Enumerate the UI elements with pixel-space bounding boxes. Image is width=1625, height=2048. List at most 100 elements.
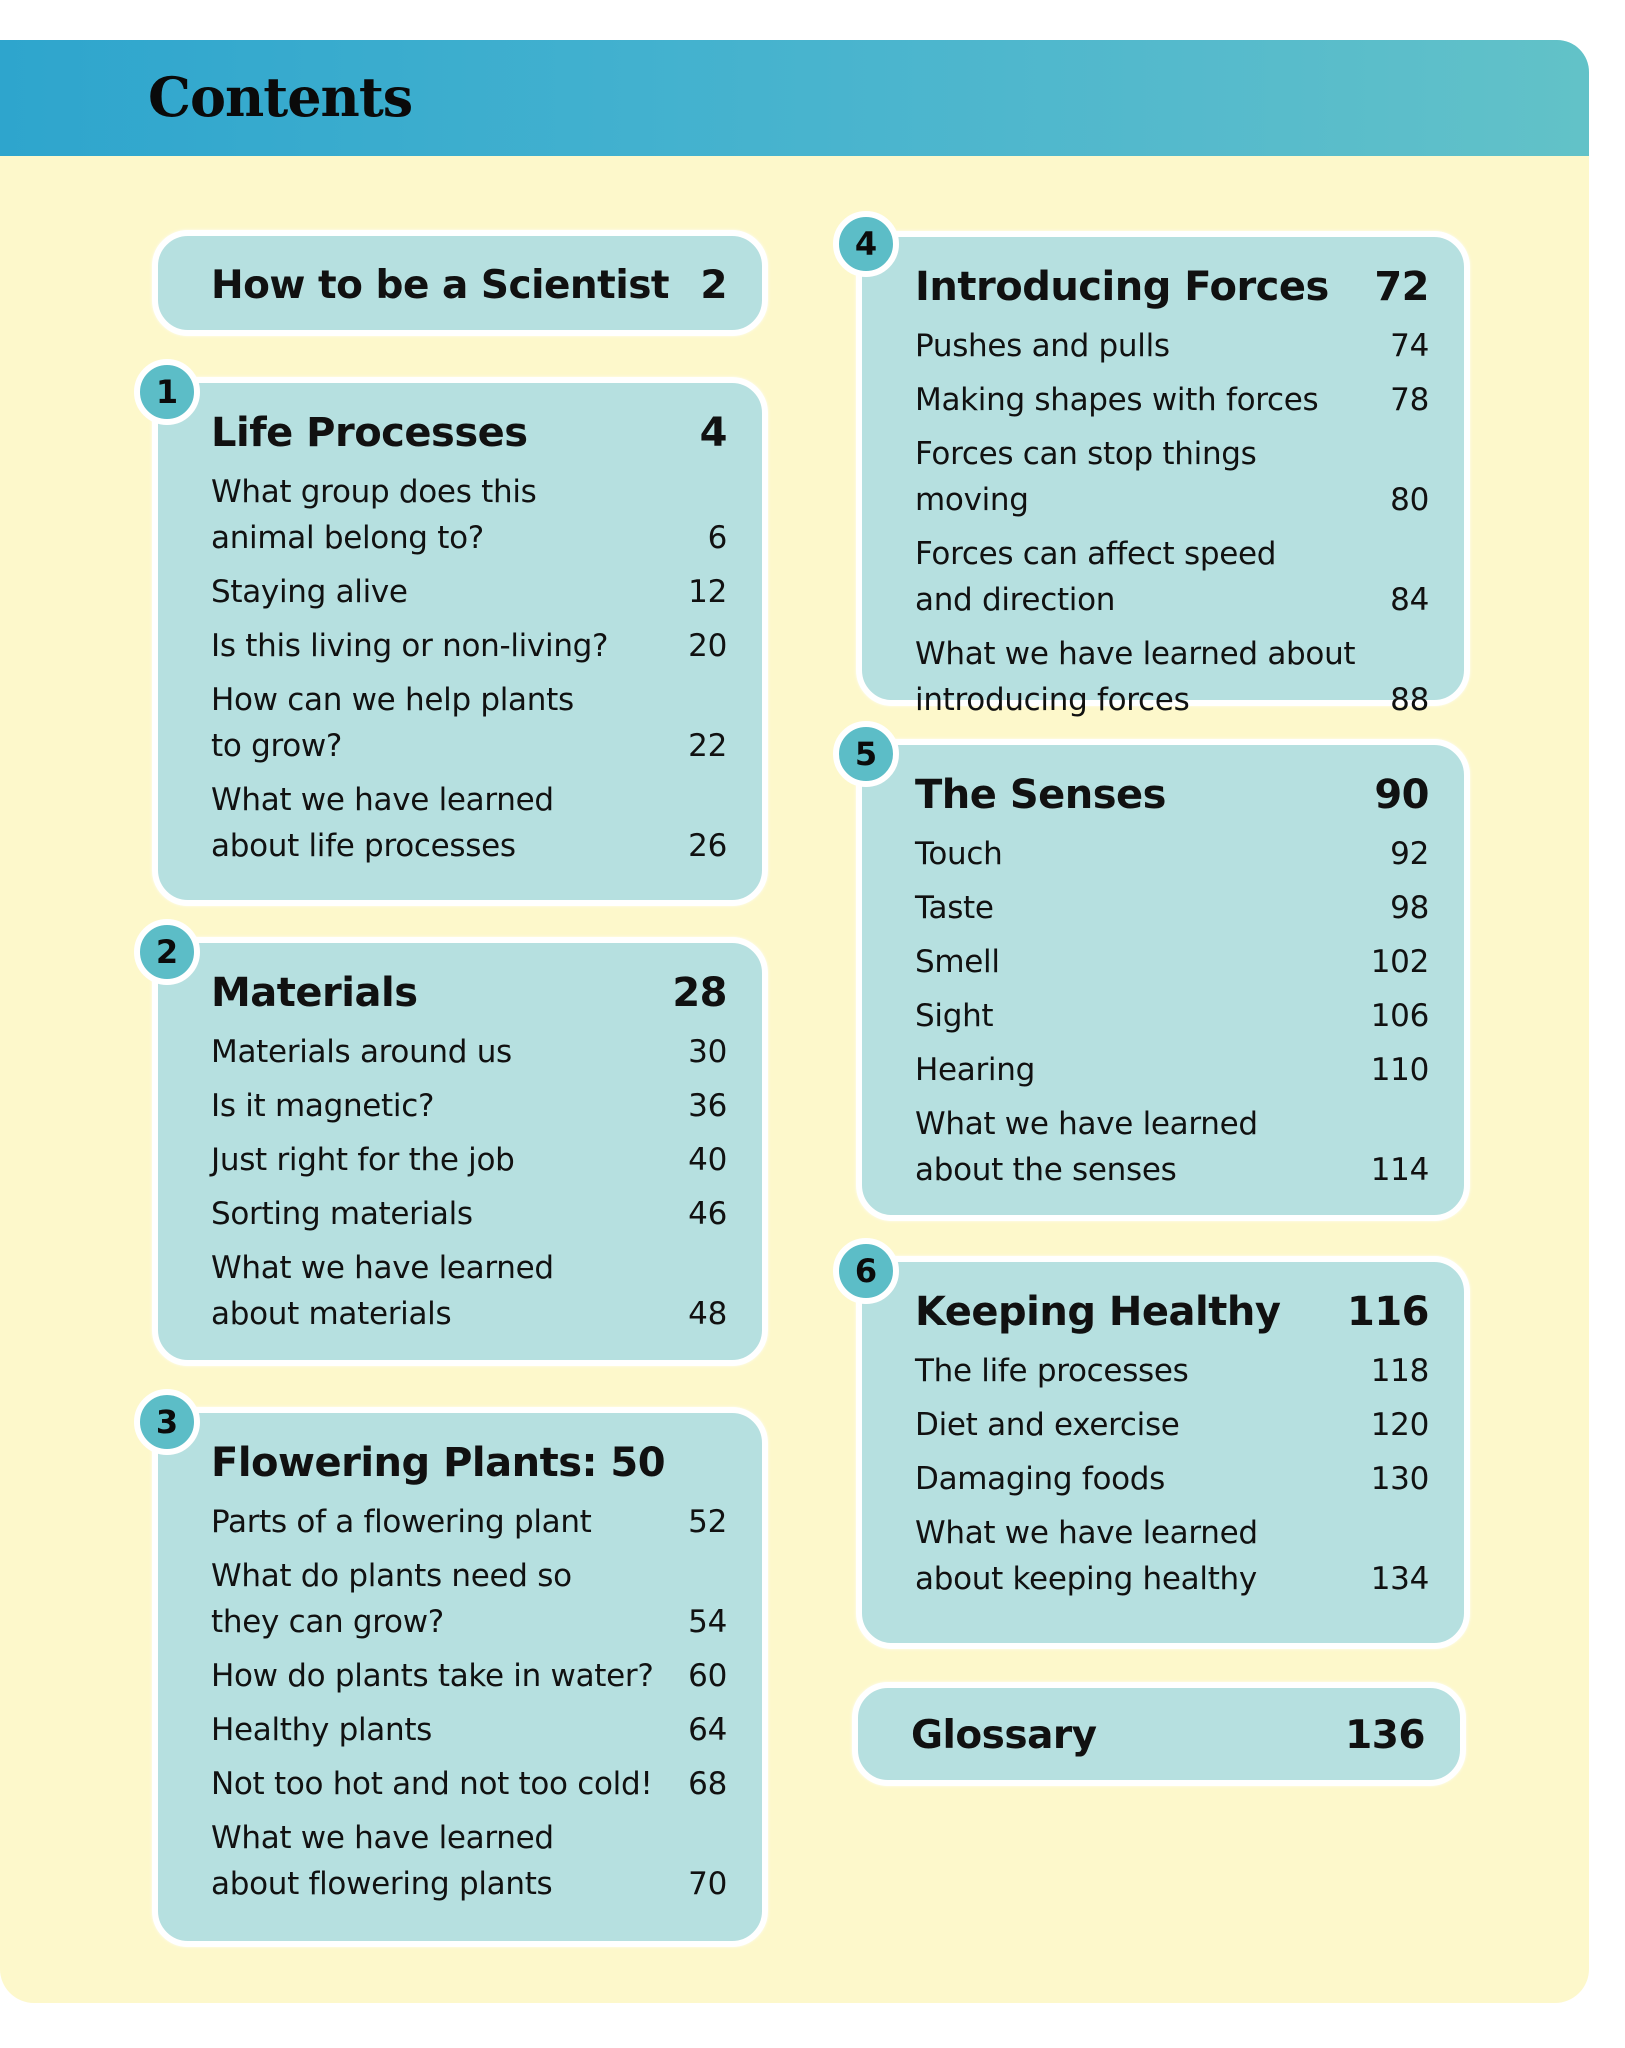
chapter-badge-3: 3 (134, 1389, 200, 1455)
chapter-1-life-processes: Life Processes 4 What group does this an… (152, 377, 768, 906)
chapter-heading[interactable]: The Senses 90 (915, 765, 1429, 825)
entry-page: 6 (707, 520, 728, 556)
chapter-page: 4 (699, 410, 728, 456)
toc-entry[interactable]: What we have learned about flowering pla… (211, 1815, 727, 1907)
page-title: Contents (148, 65, 413, 129)
toc-entry[interactable]: What we have learned about the senses 114 (915, 1101, 1429, 1193)
toc-entry[interactable]: What we have learned about introducing f… (915, 631, 1429, 723)
section-title: Glossary (911, 1713, 1097, 1758)
entry-label: The life processes (915, 1353, 1189, 1389)
entry-page: 74 (1390, 328, 1429, 364)
toc-entry[interactable]: Touch 92 (915, 831, 1429, 877)
entry-page: 36 (688, 1088, 727, 1124)
toc-entry[interactable]: What we have learned about materials 48 (211, 1245, 727, 1337)
chapter-4-introducing-forces: Introducing Forces 72 Pushes and pulls 74… (856, 231, 1470, 718)
toc-entry[interactable]: How do plants take in water? 60 (211, 1653, 727, 1699)
section-page: 136 (1345, 1713, 1425, 1758)
chapter-heading[interactable]: Life Processes 4 (211, 403, 728, 463)
toc-entry[interactable]: Staying alive 12 (211, 569, 727, 615)
entry-page: 60 (688, 1658, 727, 1694)
toc-item-how-to-be-a-scientist[interactable]: How to be a Scientist 2 (152, 230, 768, 336)
entry-label: Taste (915, 890, 994, 926)
chapter-badge-4: 4 (833, 211, 899, 277)
toc-entry[interactable]: Pushes and pulls 74 (915, 323, 1429, 369)
toc-entry[interactable]: Taste 98 (915, 885, 1429, 931)
chapter-page: 28 (672, 970, 727, 1016)
entry-page: 120 (1370, 1407, 1430, 1443)
entry-label: What we have learned about the senses (915, 1106, 1258, 1188)
toc-entry[interactable]: Forces can stop things moving 80 (915, 431, 1429, 523)
entry-label: Is it magnetic? (211, 1088, 435, 1124)
toc-entry[interactable]: Healthy plants 64 (211, 1707, 727, 1753)
entry-label: Diet and exercise (915, 1407, 1180, 1443)
entry-page: 114 (1370, 1152, 1430, 1188)
toc-entry[interactable]: Hearing 110 (915, 1047, 1429, 1093)
toc-entry[interactable]: Parts of a flowering plant 52 (211, 1499, 727, 1545)
contents-header: Contents (0, 40, 1589, 156)
chapter-badge-6: 6 (833, 1238, 899, 1304)
toc-item-glossary[interactable]: Glossary 136 (852, 1682, 1466, 1786)
toc-entry[interactable]: Diet and exercise 120 (915, 1402, 1429, 1448)
entry-label: What we have learned about keeping healt… (915, 1515, 1258, 1597)
entry-page: 54 (688, 1604, 727, 1640)
entry-label: What we have learned about life processe… (211, 782, 554, 864)
entry-page: 88 (1390, 682, 1429, 718)
entry-label: Touch (915, 836, 1003, 872)
toc-entry[interactable]: What we have learned about keeping healt… (915, 1510, 1429, 1602)
chapter-page: 90 (1374, 772, 1429, 818)
chapter-title: Materials (211, 970, 418, 1016)
toc-entry[interactable]: Sorting materials 46 (211, 1191, 727, 1237)
chapter-title: Life Processes (211, 410, 528, 456)
entry-label: What we have learned about introducing f… (915, 636, 1356, 718)
chapter-badge-2: 2 (134, 919, 200, 985)
entry-label: Healthy plants (211, 1712, 433, 1748)
entry-page: 46 (688, 1196, 727, 1232)
chapter-heading[interactable]: Introducing Forces 72 (915, 257, 1429, 317)
toc-entry[interactable]: What do plants need so they can grow? 54 (211, 1553, 727, 1645)
entry-page: 70 (688, 1866, 727, 1902)
toc-entry[interactable]: The life processes 118 (915, 1348, 1429, 1394)
entry-label: Making shapes with forces (915, 382, 1319, 418)
entry-label: What we have learned about flowering pla… (211, 1820, 554, 1902)
entry-label: Pushes and pulls (915, 328, 1170, 364)
toc-entry[interactable]: Smell 102 (915, 939, 1429, 985)
entry-page: 102 (1370, 944, 1430, 980)
toc-entry[interactable]: Materials around us 30 (211, 1029, 727, 1075)
chapter-title: Introducing Forces (915, 264, 1329, 310)
toc-entry[interactable]: What we have learned about life processe… (211, 777, 727, 869)
toc-entry[interactable]: Making shapes with forces 78 (915, 377, 1429, 423)
entry-label: Is this living or non-living? (211, 628, 609, 664)
toc-entry[interactable]: What group does this animal belong to? 6 (211, 469, 727, 561)
entry-page: 130 (1370, 1461, 1430, 1497)
entry-page: 84 (1390, 582, 1429, 618)
toc-entry[interactable]: Is it magnetic? 36 (211, 1083, 727, 1129)
toc-entry[interactable]: How can we help plants to grow? 22 (211, 677, 727, 769)
toc-entry[interactable]: Just right for the job 40 (211, 1137, 727, 1183)
toc-entry[interactable]: Damaging foods 130 (915, 1456, 1429, 1502)
entry-label: What we have learned about materials (211, 1250, 554, 1332)
entry-label: Sorting materials (211, 1196, 473, 1232)
entry-label: Forces can stop things moving (915, 436, 1257, 518)
section-heading: How to be a Scientist 2 (211, 256, 727, 316)
chapter-heading[interactable]: Flowering Plants: 50 (211, 1433, 727, 1493)
toc-entry[interactable]: Sight 106 (915, 993, 1429, 1039)
chapter-3-flowering-plants: Flowering Plants: 50 Parts of a flowerin… (152, 1407, 768, 1947)
entry-page: 118 (1370, 1353, 1430, 1389)
chapter-title: The Senses (915, 772, 1166, 818)
section-title: How to be a Scientist (211, 263, 670, 308)
toc-entry[interactable]: Not too hot and not too cold! 68 (211, 1761, 727, 1807)
entry-page: 68 (688, 1766, 727, 1802)
entry-page: 110 (1370, 1052, 1430, 1088)
entry-label: Hearing (915, 1052, 1035, 1088)
entry-label: How can we help plants to grow? (211, 682, 574, 764)
entry-page: 80 (1390, 482, 1429, 518)
chapter-title: Flowering Plants: 50 (211, 1440, 666, 1486)
entry-label: Not too hot and not too cold! (211, 1766, 653, 1802)
toc-entry[interactable]: Is this living or non-living? 20 (211, 623, 727, 669)
chapter-title: Keeping Healthy (915, 1289, 1281, 1335)
toc-entry[interactable]: Forces can affect speed and direction 84 (915, 531, 1429, 623)
chapter-2-materials: Materials 28 Materials around us 30 Is it… (152, 937, 768, 1366)
entry-page: 134 (1370, 1561, 1430, 1597)
chapter-heading[interactable]: Keeping Healthy 116 (915, 1282, 1430, 1342)
chapter-heading[interactable]: Materials 28 (211, 963, 727, 1023)
